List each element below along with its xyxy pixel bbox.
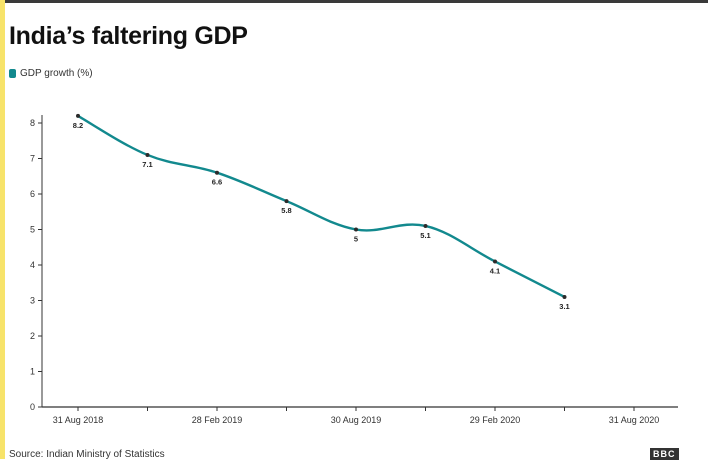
y-tick-label: 2 xyxy=(30,331,35,341)
y-tick-label: 3 xyxy=(30,296,35,306)
data-label: 5.8 xyxy=(281,206,291,215)
data-point xyxy=(284,199,289,204)
x-tick-label: 29 Feb 2020 xyxy=(470,415,521,425)
data-labels-layer: 8.2 7.1 6.6 5.8 5 5.1 4.1 3.1 xyxy=(73,121,570,311)
data-point xyxy=(493,259,497,264)
chart-title: India’s faltering GDP xyxy=(9,22,248,50)
accent-strip xyxy=(0,0,5,459)
x-tick-label: 30 Aug 2019 xyxy=(331,415,382,425)
y-tick-label: 6 xyxy=(30,189,35,199)
legend-label: GDP growth (%) xyxy=(20,68,93,79)
top-rule xyxy=(5,0,708,3)
y-tick-label: 4 xyxy=(30,260,35,270)
data-point xyxy=(76,113,80,118)
data-label: 6.6 xyxy=(212,178,222,187)
y-tick-label: 1 xyxy=(30,367,35,377)
x-tick-label: 28 Feb 2019 xyxy=(192,415,243,425)
data-label: 3.1 xyxy=(559,302,569,311)
data-point xyxy=(145,152,150,157)
data-label: 7.1 xyxy=(142,160,152,169)
chart-axes: 0 1 2 3 4 5 6 7 8 31 Aug 2018 28 Feb 2019 30 Aug 20… xyxy=(30,115,678,425)
y-tick-label: 0 xyxy=(30,402,35,412)
legend-swatch xyxy=(9,69,16,78)
y-tick-label: 8 xyxy=(30,118,35,128)
x-tick-label: 31 Aug 2018 xyxy=(53,415,104,425)
y-tick-label: 5 xyxy=(30,225,35,235)
x-tick-label: 31 Aug 2020 xyxy=(609,415,660,425)
data-label: 8.2 xyxy=(73,121,83,130)
bbc-logo: BBC xyxy=(650,448,679,460)
data-point xyxy=(215,170,219,175)
data-label: 4.1 xyxy=(490,266,500,275)
y-tick-label: 7 xyxy=(30,154,35,164)
data-label: 5.1 xyxy=(420,231,430,240)
data-label: 5 xyxy=(354,235,358,244)
legend: GDP growth (%) xyxy=(9,68,93,79)
source-note: Source: Indian Ministry of Statistics xyxy=(9,449,165,460)
data-point xyxy=(354,227,358,232)
data-point xyxy=(562,294,567,299)
series-layer xyxy=(76,113,567,299)
series-line xyxy=(77,114,566,299)
data-point xyxy=(423,223,428,228)
